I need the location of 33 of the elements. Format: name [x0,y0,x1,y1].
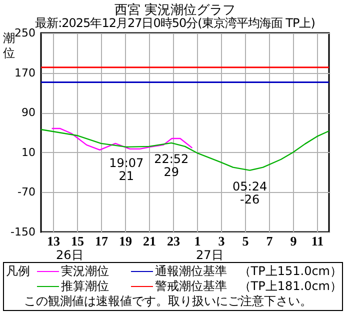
x-tick-label: 17 [95,234,108,248]
annotation: 05:24 -26 [232,179,268,206]
x-tick-label: 11 [311,234,324,248]
y-tick-label: 250 [14,26,36,40]
x-tick-label: 3 [218,234,226,248]
legend-title: 凡例 [5,264,31,279]
x-tick-label: 19 [119,234,132,248]
x-tick-label: 23 [167,234,180,248]
x-tick-label: 13 [47,234,60,248]
y-axis-title: 潮位 [3,31,15,61]
y-tick-label: 170 [14,66,36,80]
legend-label: 推算潮位 [61,279,110,294]
y-tick-label: 90 [22,106,36,120]
y-tick-label: -150 [10,226,36,238]
text: 26日 [56,247,84,264]
x-tick-label: 9 [290,234,298,248]
legend-label: 実況潮位 [61,264,110,279]
x-tick-label: 1 [194,234,201,248]
x-tick-label: 5 [242,234,250,248]
line-series [51,128,193,151]
y-tick-label: -70 [18,186,36,199]
chart-title: 西宮 実況潮位グラフ [113,2,236,18]
y-tick-label: 10 [22,146,36,159]
chart-subtitle: 最新:2025年12月27日0時50分(東京湾平均海面 TP上) [35,16,316,32]
text: 27日 [196,247,224,264]
legend-label: 通報潮位基準 （TP上151.0cm） [154,264,342,279]
x-tick-label: 7 [266,234,274,248]
x-tick-label: 15 [71,234,84,248]
annotation: 19:07 21 [109,156,144,183]
text: この観測値は速報値です。取り扱いにご注意下さい。 [23,294,313,309]
annotation: 22:52 29 [154,152,189,179]
legend-label: 警戒潮位基準 （TP上181.0cm） [154,279,342,294]
x-tick-label: 21 [143,234,156,248]
